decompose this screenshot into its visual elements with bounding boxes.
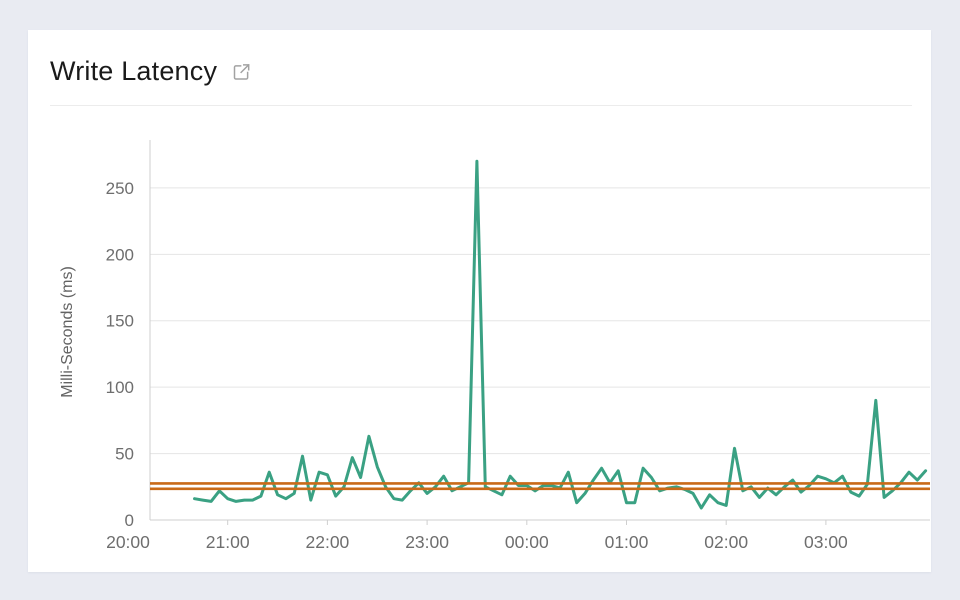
x-tick-label: 02:00 bbox=[704, 532, 748, 552]
y-tick-label: 100 bbox=[106, 378, 134, 397]
y-tick-label: 200 bbox=[106, 245, 134, 264]
series-lines bbox=[193, 159, 928, 510]
reference-lines bbox=[150, 482, 930, 491]
y-axis-title: Milli-Seconds (ms) bbox=[59, 266, 76, 398]
y-tick-label: 250 bbox=[106, 179, 134, 198]
gridlines bbox=[150, 187, 930, 455]
x-tick-label: 22:00 bbox=[306, 532, 350, 552]
x-tick-label: 23:00 bbox=[405, 532, 449, 552]
x-tick-label: 21:00 bbox=[206, 532, 250, 552]
chart-title: Write Latency bbox=[50, 56, 218, 86]
latency-chart-canvas[interactable]: 0 50 100 150 200 250 20:00 21:00 22:00 23:00 00:00… bbox=[28, 30, 931, 572]
axes bbox=[149, 140, 930, 525]
y-tick-label: 150 bbox=[106, 312, 134, 331]
card-header: Write Latency bbox=[50, 56, 252, 87]
header-divider bbox=[50, 105, 912, 106]
write-latency-card: Write Latency 0 50 100 150 200 250 20:00 21:00 2… bbox=[28, 30, 931, 572]
y-tick-label: 50 bbox=[115, 445, 134, 464]
axis-labels: 0 50 100 150 200 250 20:00 21:00 22:00 23:00 00:00… bbox=[59, 179, 848, 552]
latency-line-series bbox=[193, 159, 928, 510]
x-tick-label: 01:00 bbox=[605, 532, 649, 552]
y-tick-label: 0 bbox=[125, 511, 134, 530]
external-link-icon[interactable] bbox=[231, 61, 252, 82]
x-tick-label: 20:00 bbox=[106, 532, 150, 552]
x-tick-label: 00:00 bbox=[505, 532, 549, 552]
x-tick-label: 03:00 bbox=[804, 532, 848, 552]
